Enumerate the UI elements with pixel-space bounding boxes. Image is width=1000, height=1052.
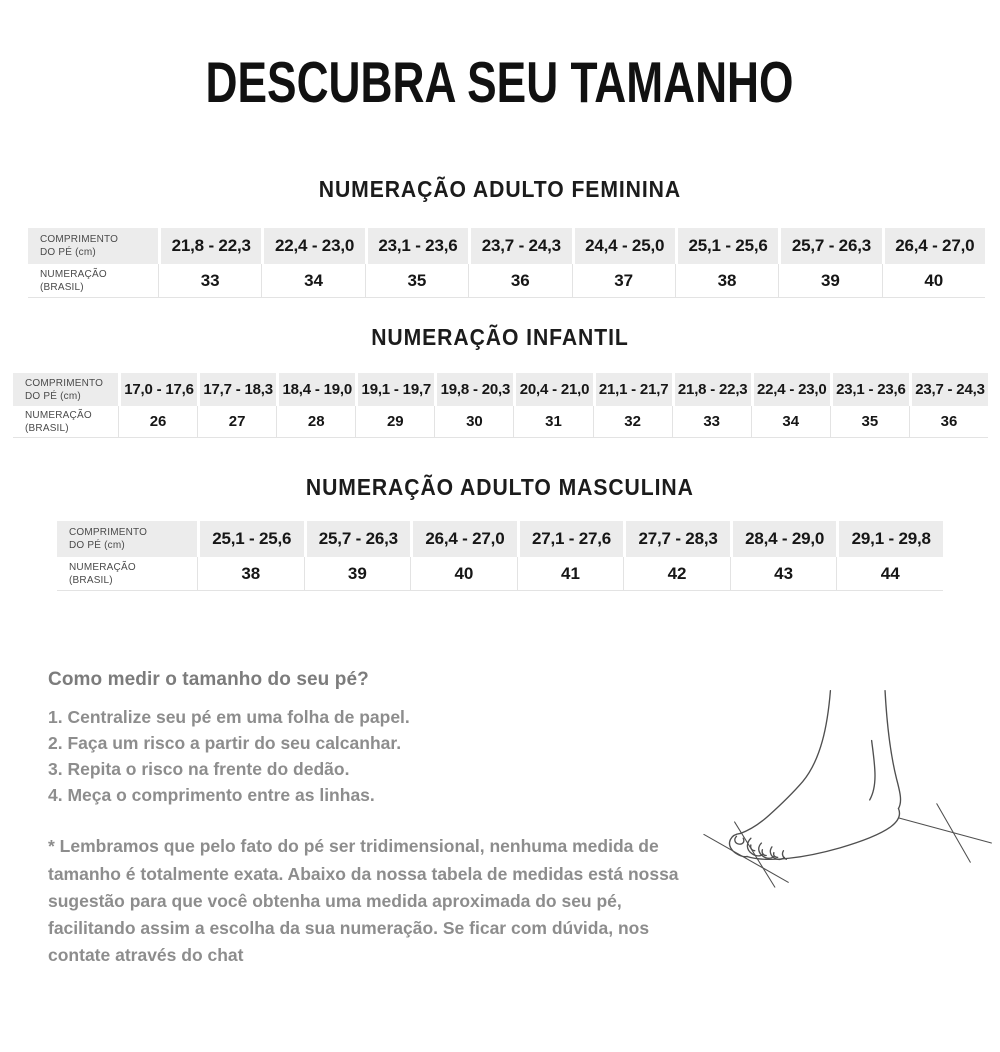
size-table-adulto-masculina: COMPRIMENTO DO PÉ (cm) 25,1 - 25,6 25,7 … xyxy=(57,521,943,591)
length-cell: 27,7 - 28,3 xyxy=(623,521,730,557)
size-row-label: NUMERAÇÃO (BRASIL) xyxy=(57,557,197,591)
length-cell: 23,1 - 23,6 xyxy=(829,373,909,406)
length-cell: 20,4 - 21,0 xyxy=(513,373,593,406)
size-cell: 36 xyxy=(468,264,572,298)
length-cell: 18,4 - 19,0 xyxy=(276,373,356,406)
size-cell: 41 xyxy=(516,557,624,591)
length-cell: 28,4 - 29,0 xyxy=(729,521,837,557)
length-cell: 22,4 - 23,0 xyxy=(750,373,830,406)
size-cell: 40 xyxy=(881,264,985,298)
length-cell: 27,1 - 27,6 xyxy=(516,521,624,557)
length-cell: 25,1 - 25,6 xyxy=(674,228,779,264)
size-cell: 38 xyxy=(197,557,304,591)
size-table-infantil: COMPRIMENTO DO PÉ (cm) 17,0 - 17,6 17,7 … xyxy=(13,373,988,438)
length-cell: 21,8 - 22,3 xyxy=(158,228,262,264)
length-row-label: COMPRIMENTO DO PÉ (cm) xyxy=(28,228,158,264)
length-cell: 23,1 - 23,6 xyxy=(364,228,469,264)
length-cell: 19,8 - 20,3 xyxy=(434,373,514,406)
size-cell: 38 xyxy=(674,264,779,298)
page-title-text: DESCUBRA SEU TAMANHO xyxy=(206,51,794,115)
length-cell: 24,4 - 25,0 xyxy=(571,228,675,264)
size-cell: 33 xyxy=(671,406,751,438)
size-cell: 39 xyxy=(303,557,411,591)
length-cell: 29,1 - 29,8 xyxy=(836,521,943,557)
size-cell: 29 xyxy=(355,406,435,438)
foot-icon xyxy=(703,689,992,888)
section-title-adulto-masculina: NUMERAÇÃO ADULTO MASCULINA xyxy=(306,474,694,500)
length-cell: 19,1 - 19,7 xyxy=(355,373,435,406)
length-cell: 21,8 - 22,3 xyxy=(671,373,751,406)
disclaimer-note: * Lembramos que pelo fato do pé ser trid… xyxy=(48,836,679,965)
size-cell: 34 xyxy=(261,264,365,298)
length-cell: 25,1 - 25,6 xyxy=(197,521,304,557)
size-table-adulto-feminina: COMPRIMENTO DO PÉ (cm) 21,8 - 22,3 22,4 … xyxy=(28,228,985,298)
size-cell: 26 xyxy=(118,406,198,438)
length-cell: 22,4 - 23,0 xyxy=(261,228,365,264)
size-cell: 32 xyxy=(592,406,672,438)
measurement-steps: 1. Centralize seu pé em uma folha de pap… xyxy=(48,706,680,807)
how-to-measure-text: Como medir o tamanho do seu pé? 1. Centr… xyxy=(48,669,680,969)
step-3: 3. Repita o risco na frente do dedão. xyxy=(48,759,350,780)
length-cell: 23,7 - 24,3 xyxy=(908,373,988,406)
size-row-label: NUMERAÇÃO (BRASIL) xyxy=(13,406,118,438)
foot-measurement-illustration xyxy=(680,669,1000,969)
size-cell: 42 xyxy=(623,557,730,591)
section-title-adulto-feminina: NUMERAÇÃO ADULTO FEMININA xyxy=(318,176,682,202)
size-row-label: NUMERAÇÃO (BRASIL) xyxy=(28,264,158,298)
size-cell: 35 xyxy=(829,406,909,438)
length-cell: 26,4 - 27,0 xyxy=(881,228,985,264)
size-cell: 27 xyxy=(197,406,277,438)
step-4: 4. Meça o comprimento entre as linhas. xyxy=(48,785,375,806)
size-cell: 44 xyxy=(836,557,943,591)
step-2: 2. Faça um risco a partir do seu calcanh… xyxy=(48,733,402,754)
length-cell: 25,7 - 26,3 xyxy=(303,521,411,557)
step-1: 1. Centralize seu pé em uma folha de pap… xyxy=(48,707,410,727)
size-cell: 40 xyxy=(410,557,517,591)
how-to-heading: Como medir o tamanho do seu pé? xyxy=(48,669,369,690)
length-cell: 17,7 - 18,3 xyxy=(197,373,277,406)
size-cell: 43 xyxy=(729,557,837,591)
page-title: DESCUBRA SEU TAMANHO xyxy=(0,51,1000,115)
size-cell: 37 xyxy=(571,264,675,298)
section-title-infantil: NUMERAÇÃO INFANTIL xyxy=(371,324,629,350)
length-row-label: COMPRIMENTO DO PÉ (cm) xyxy=(13,373,118,406)
length-row-label: COMPRIMENTO DO PÉ (cm) xyxy=(57,521,197,557)
length-cell: 21,1 - 21,7 xyxy=(592,373,672,406)
length-cell: 23,7 - 24,3 xyxy=(468,228,572,264)
length-cell: 17,0 - 17,6 xyxy=(118,373,198,406)
size-cell: 33 xyxy=(158,264,262,298)
size-cell: 34 xyxy=(750,406,830,438)
size-cell: 30 xyxy=(434,406,514,438)
size-guide-page: DESCUBRA SEU TAMANHO NUMERAÇÃO ADULTO FE… xyxy=(0,51,1000,1052)
size-cell: 31 xyxy=(513,406,593,438)
length-cell: 25,7 - 26,3 xyxy=(778,228,882,264)
size-cell: 35 xyxy=(364,264,469,298)
size-cell: 28 xyxy=(276,406,356,438)
size-cell: 39 xyxy=(778,264,882,298)
how-to-measure-section: Como medir o tamanho do seu pé? 1. Centr… xyxy=(0,669,1000,969)
length-cell: 26,4 - 27,0 xyxy=(410,521,517,557)
size-cell: 36 xyxy=(908,406,988,438)
